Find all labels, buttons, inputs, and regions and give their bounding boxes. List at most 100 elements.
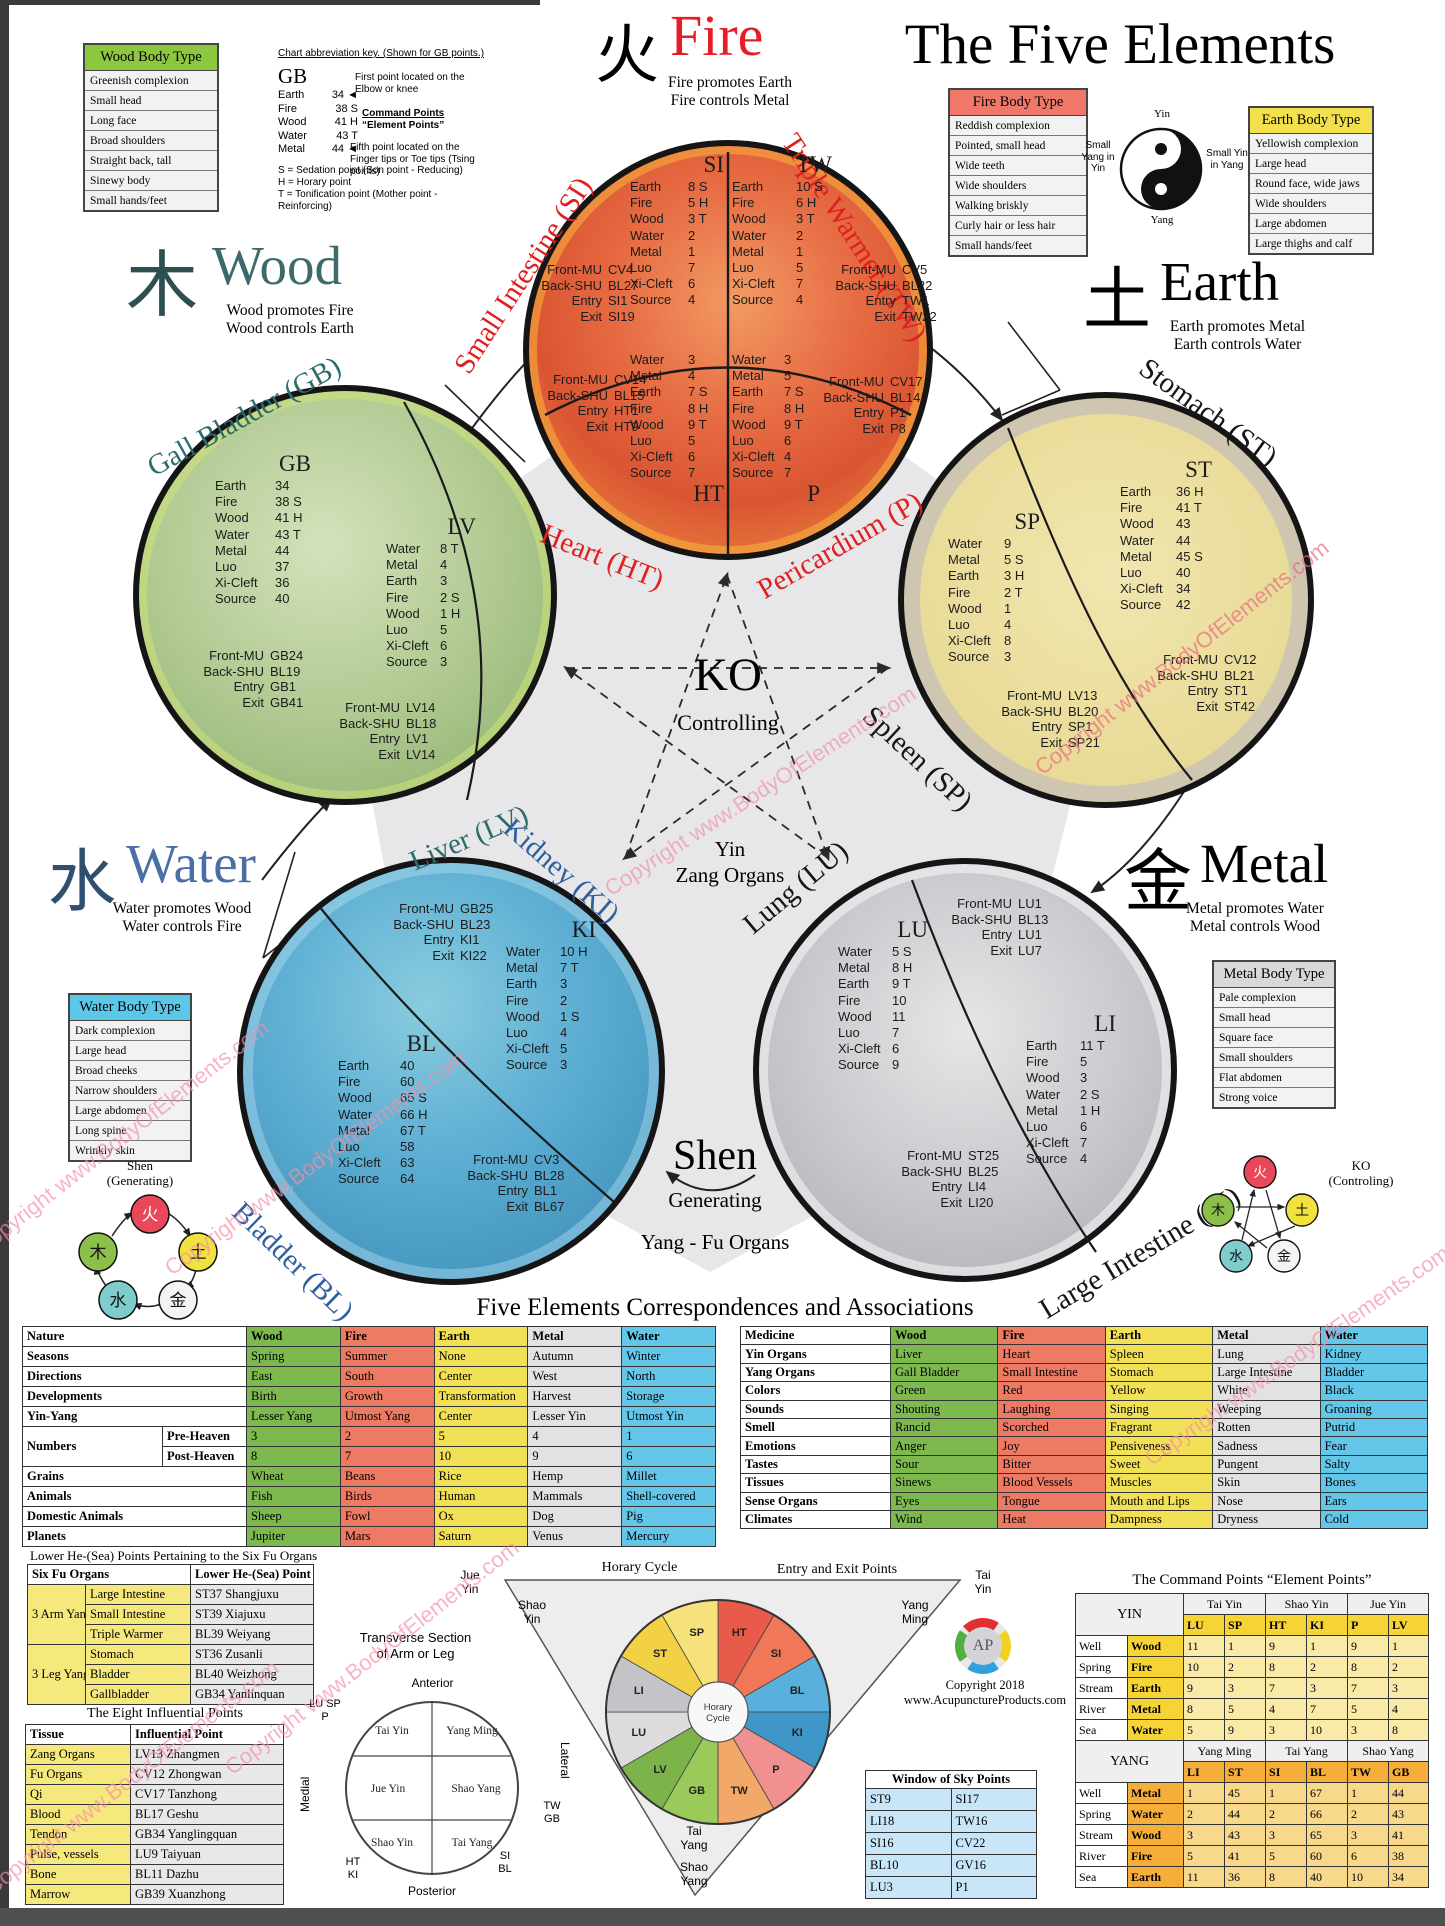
data-row: River Fire 5 41 5 60 6 38 <box>1075 1845 1430 1867</box>
extra-name: Front-MU <box>553 372 608 387</box>
point-name: Fire <box>630 195 653 211</box>
organ-extra-row: Exit BL67 <box>454 1199 578 1215</box>
point-cell: BL40 Weizhong <box>190 1664 315 1685</box>
element-node <box>98 1280 138 1320</box>
organ-point-row: Water 44 <box>1120 533 1212 549</box>
extra-name: Entry <box>497 1183 528 1199</box>
point-number: 8 <box>1388 1719 1430 1741</box>
ht-ki-label: HT KI <box>345 1856 361 1881</box>
element-header: Fire <box>997 1325 1106 1346</box>
organ-point-row: Xi-Cleft 36 <box>215 575 311 591</box>
value-cell: South <box>339 1366 435 1387</box>
element-header: Metal <box>1212 1325 1321 1346</box>
point-value: 65 S <box>400 1090 427 1106</box>
mini-shen-label: Shen (Generating) <box>75 1158 205 1188</box>
wood-glyph: 木 <box>126 246 199 326</box>
value-cell: Mammals <box>527 1486 623 1507</box>
extra-name: Back-SHU <box>393 916 454 932</box>
point-value: 3 <box>440 654 448 670</box>
extra-value: BL27 <box>608 277 639 293</box>
body-type-trait: Wrinkly skin <box>70 1141 190 1160</box>
value-cell: 5 <box>433 1426 529 1447</box>
point-value: 4 <box>688 292 696 308</box>
water-controls: Water controls Fire <box>122 918 242 935</box>
element-header: Water <box>621 1326 716 1347</box>
point-name: Water <box>386 541 421 556</box>
meridian-abbr: TW <box>1347 1761 1390 1783</box>
he-sea-header: Lower He-(Sea) Point <box>190 1564 315 1585</box>
value-cell: 2 <box>339 1426 435 1447</box>
water-body-type-box: Water Body Type Dark complexion Large head… <box>68 993 192 1162</box>
point-name: Source <box>1026 1151 1068 1167</box>
row-label: Tissues <box>739 1473 892 1493</box>
body-type-trait: Wide teeth <box>950 156 1086 176</box>
generating-label: Generating <box>668 1188 762 1212</box>
organ-point-row: Earth 10 S <box>732 179 832 195</box>
point-name: Fire <box>732 400 755 416</box>
point-value: 34 <box>275 478 290 493</box>
value-cell: Shouting <box>890 1399 999 1419</box>
water-subtitle: Water promotes Wood Water controls Fire <box>72 900 292 936</box>
point-value: 43 T <box>275 526 301 542</box>
row-label: Emotions <box>739 1436 892 1456</box>
organ-point-row: Xi-Cleft 34 <box>1120 581 1212 597</box>
point-value: 40 <box>400 1058 415 1073</box>
value-cell: Shell-covered <box>621 1486 716 1507</box>
row-sublabel: Post-Heaven <box>161 1446 248 1467</box>
point-value: 42 <box>1176 597 1191 613</box>
organ-point-row: Wood 9 T <box>732 417 820 433</box>
value-cell: Ears <box>1319 1491 1429 1511</box>
extra-value: KI22 <box>460 947 487 963</box>
bl-points: BL Earth 40 Fire 60 Wood 65 S Water 66 H Metal 67 … <box>338 1032 436 1188</box>
organ-point-row: Earth 7 S <box>630 384 724 400</box>
value-cell: Human <box>433 1486 529 1507</box>
point-number: 36 <box>1224 1866 1267 1888</box>
organ-extra-row: Front-MU CV17 <box>822 374 934 390</box>
organ-extra-row: Exit HT9 <box>544 419 658 435</box>
organ-point-row: Earth 8 S <box>630 179 724 195</box>
body-type-header: Fire Body Type <box>950 90 1086 116</box>
organ-abbr: KI <box>571 917 596 942</box>
data-row: Fu Organs CV12 Zhongwan <box>25 1764 284 1785</box>
data-row: Stream Wood 3 43 3 65 3 41 <box>1075 1824 1430 1846</box>
header-row: Six Fu Organs Lower He-(Sea) Point <box>26 1564 315 1585</box>
extra-name: Front-MU <box>345 700 400 715</box>
value-cell: Dampness <box>1104 1509 1214 1530</box>
point-name: Luo <box>948 617 970 633</box>
organ-point-row: Water 2 S <box>1026 1087 1116 1103</box>
body-type-trait: Strong voice <box>1214 1088 1334 1107</box>
ht-points: Water 3 Metal 4 Earth 7 S Fire 8 H Wood 9 T Luo 5 Xi… <box>630 352 724 508</box>
value-cell: 9 <box>527 1446 623 1467</box>
point-name: Xi-Cleft <box>948 633 991 649</box>
organ-point-row: Luo 5 <box>630 433 724 449</box>
organ-point-row: Source 42 <box>1120 597 1212 613</box>
value-cell: Lung <box>1212 1344 1321 1364</box>
value-cell: 1 <box>621 1426 716 1447</box>
data-row: Small Intestine ST39 Xiajuxu <box>28 1604 315 1625</box>
point-name: Xi-Cleft <box>630 449 673 465</box>
fire-glyph: 火 <box>595 20 659 91</box>
point-value: 38 S <box>275 494 302 510</box>
point-name: Fire <box>386 589 409 605</box>
organ-point-row: Metal 1 <box>630 244 724 260</box>
li-points: LI Earth 11 T Fire 5 Wood 3 Water 2 S Metal 1 H Luo… <box>1026 1012 1116 1168</box>
element-glyph: 土 <box>190 1243 207 1262</box>
extra-value: P8 <box>890 420 906 436</box>
organ-point-row: Water 9 <box>948 536 1040 552</box>
value-cell: Ox <box>433 1506 529 1527</box>
point-value: 5 <box>784 368 792 384</box>
data-row: Animals Fish Birds Human Mammals Shell-covere… <box>21 1486 716 1507</box>
point-cell: ST36 Zusanli <box>190 1644 315 1665</box>
point-type: Well <box>1075 1635 1128 1657</box>
body-type-trait: Flat abdomen <box>1214 1068 1334 1088</box>
organ-point-row: Source 40 <box>215 591 311 607</box>
six-fu-header: Six Fu Organs <box>26 1564 192 1585</box>
abbrev-key-sample: GB <box>278 64 308 88</box>
organ-point-row: Source 9 <box>838 1057 928 1073</box>
organ-point-row: Wood 3 T <box>732 211 832 227</box>
data-row: Emotions Anger Joy Pensiveness Sadness Fear <box>739 1436 1429 1456</box>
value-cell: West <box>527 1366 623 1387</box>
point-number: 10 <box>1183 1656 1226 1678</box>
metal-body-type-box: Metal Body Type Pale complexion Small head… <box>1212 960 1336 1109</box>
